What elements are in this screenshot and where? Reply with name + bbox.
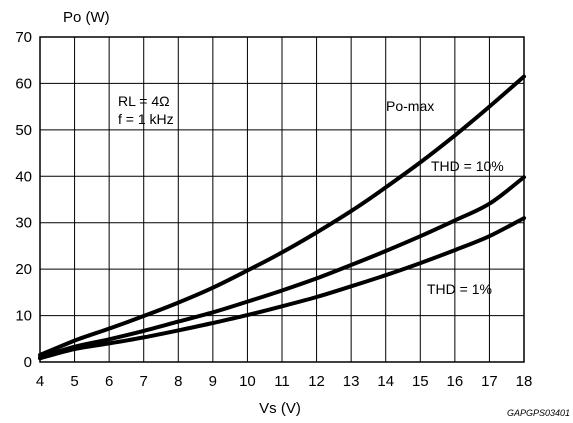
x-tick-label: 16 [447,373,464,390]
x-tick-labels: 4 5 6 7 8 9 10 11 12 13 14 15 16 17 18 [36,373,533,390]
condition-f: f = 1 kHz [118,111,174,127]
series-line-0 [38,74,526,357]
y-tick-label: 30 [15,215,32,232]
x-axis-title: Vs (V) [259,400,301,417]
x-tick-label: 17 [481,373,498,390]
x-tick-label: 13 [343,373,360,390]
series-line-1 [38,175,526,360]
condition-rl: RL = 4Ω [118,93,170,109]
y-tick-labels: 0 10 20 30 40 50 60 70 [15,29,32,371]
x-tick-label: 9 [209,373,217,390]
y-tick-label: 20 [15,261,32,278]
series-lines [38,74,526,361]
x-tick-label: 11 [274,373,290,390]
series-label-po-max: Po-max [386,98,434,114]
x-tick-label: 7 [140,373,148,390]
series-label-thd-1: THD = 1% [427,281,492,297]
y-axis-title: Po (W) [63,9,110,26]
y-tick-label: 0 [24,354,32,371]
series-line-2 [38,216,526,361]
y-tick-label: 50 [15,122,32,139]
plot-frame [39,36,525,363]
x-tick-label: 12 [308,373,325,390]
y-tick-label: 40 [15,168,32,185]
y-tick-label: 10 [15,308,32,325]
x-tick-label: 4 [36,373,44,390]
x-tick-label: 6 [105,373,113,390]
series-label-thd-10: THD = 10% [431,158,504,174]
grid [39,36,525,363]
x-tick-label: 15 [412,373,429,390]
figure-code: GAPGPS03401 [507,408,570,418]
x-tick-label: 18 [516,373,533,390]
x-tick-label: 14 [377,373,394,390]
x-tick-label: 10 [239,373,256,390]
y-tick-label: 70 [15,29,32,46]
x-tick-label: 5 [70,373,78,390]
y-tick-label: 60 [15,75,32,92]
x-tick-label: 8 [174,373,182,390]
